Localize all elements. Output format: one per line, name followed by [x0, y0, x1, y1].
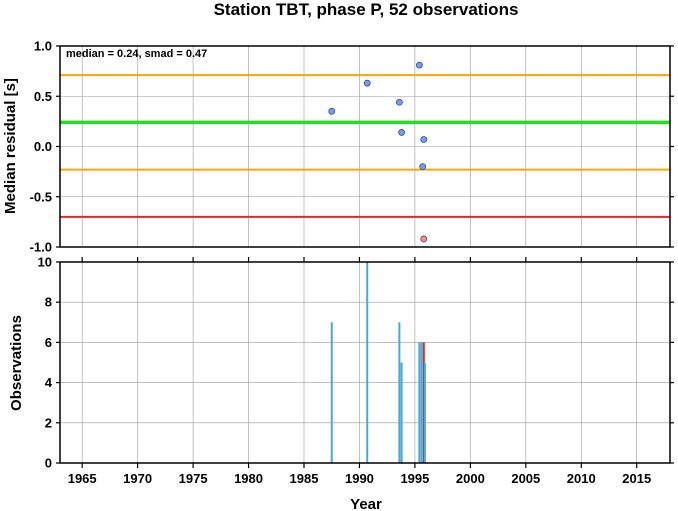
y-tick-label: 4 [45, 375, 53, 390]
x-tick-label: 1975 [179, 471, 208, 486]
residual-point [363, 79, 371, 87]
observation-bar [420, 342, 423, 463]
residual-panel: 1.0 0.5 0.0 -0.5 -1.0 median = 0.24, smad = … [2, 39, 674, 255]
observation-bar [422, 342, 425, 463]
observation-bars [330, 262, 426, 463]
residual-point [419, 163, 427, 171]
y-tick-label: 2 [45, 415, 52, 430]
observations-y-ticks: 10 8 6 4 2 0 [38, 255, 674, 471]
y-tick-label: 8 [45, 295, 52, 310]
residual-point [398, 129, 406, 136]
y-tick-label: 6 [45, 335, 52, 350]
residual-point [420, 235, 428, 243]
x-tick-label: 1990 [345, 471, 374, 486]
y-tick-label: -0.5 [30, 189, 52, 204]
observations-panel: 10 8 6 4 2 0 1965 1970 1975 1980 1985 1990 1995 2000… [8, 255, 674, 511]
y-tick-label: 0 [45, 456, 52, 471]
residual-point [415, 61, 423, 69]
observation-bar [330, 322, 333, 463]
y-tick-label: 1.0 [34, 39, 52, 54]
x-tick-label: 2005 [511, 471, 540, 486]
residual-point [328, 107, 336, 115]
chart-title: Station TBT, phase P, 52 observations [214, 0, 519, 19]
x-tick-label: 1965 [68, 471, 97, 486]
year-x-ticks: 1965 1970 1975 1980 1985 1990 1995 2000 2005 2010… [68, 257, 651, 486]
y-tick-label: 0.5 [34, 89, 52, 104]
observation-bar [398, 322, 401, 463]
x-tick-label: 1985 [290, 471, 319, 486]
x-axis-label: Year [350, 496, 382, 511]
y-tick-label: 10 [38, 255, 52, 270]
residual-points [328, 61, 428, 243]
x-tick-label: 2010 [567, 471, 596, 486]
x-tick-label: 2000 [456, 471, 485, 486]
x-tick-label: 1970 [123, 471, 152, 486]
residual-y-ticks: 1.0 0.5 0.0 -0.5 -1.0 [30, 39, 674, 255]
observations-plot-frame [59, 261, 671, 464]
y-tick-label: -1.0 [30, 240, 52, 255]
stats-annotation: median = 0.24, smad = 0.47 [66, 48, 207, 60]
observation-bar [400, 362, 403, 463]
x-tick-label: 1980 [234, 471, 263, 486]
reference-lines [60, 74, 670, 218]
observation-bar [423, 362, 426, 463]
observations-y-axis-label: Observations [8, 315, 25, 411]
y-tick-label: 0.0 [34, 139, 52, 154]
observations-grid [60, 261, 670, 464]
x-tick-label: 1995 [400, 471, 429, 486]
observation-bar [418, 342, 421, 463]
observation-bar [366, 262, 369, 463]
residual-y-axis-label: Median residual [s] [2, 78, 19, 214]
x-tick-label: 2015 [622, 471, 651, 486]
residual-point [420, 136, 428, 143]
residual-point [395, 98, 403, 106]
